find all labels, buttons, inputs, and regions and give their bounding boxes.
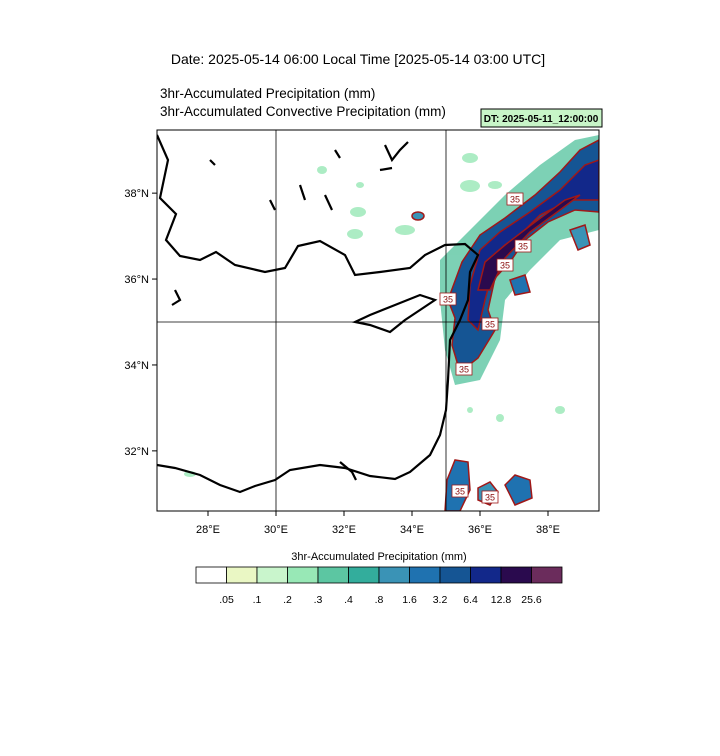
contour-label: 35 <box>518 242 528 252</box>
contour-label-box <box>481 317 499 331</box>
y-tick-label: 34°N <box>124 360 149 372</box>
colorbar-label: .4 <box>344 594 353 606</box>
colorbar-label: .2 <box>283 594 292 606</box>
colorbar-box <box>195 566 227 584</box>
colorbar-title: 3hr-Accumulated Precipitation (mm) <box>291 551 466 563</box>
stamp: DT: 2025-05-11_12:00:00 <box>484 114 599 125</box>
contour-label: 35 <box>510 195 520 205</box>
colorbar-box <box>256 566 288 584</box>
contour-label: 35 <box>485 320 495 330</box>
colorbar-label: 3.2 <box>433 594 448 606</box>
contour-label-box <box>514 239 532 253</box>
y-tick-label: 32°N <box>124 446 149 458</box>
map-frame <box>156 129 600 512</box>
contour-label-box <box>439 292 457 306</box>
colorbar-box <box>439 566 471 584</box>
colorbar-box <box>226 566 258 584</box>
colorbar-box <box>287 566 319 584</box>
contour-label: 35 <box>443 295 453 305</box>
title: Date: 2025-05-14 06:00 Local Time [2025-… <box>171 51 545 67</box>
colorbar-label: 1.6 <box>402 594 417 606</box>
subtitle: 3hr-Accumulated Convective Precipitation… <box>160 104 446 119</box>
colorbar-label: .1 <box>253 594 262 606</box>
colorbar-box <box>378 566 410 584</box>
colorbar-label: 12.8 <box>491 594 512 606</box>
y-tick-label: 38°N <box>124 188 149 200</box>
contour-label: 35 <box>485 493 495 503</box>
contour-label-box <box>455 362 473 376</box>
x-tick-label: 38°E <box>536 524 560 536</box>
x-tick-label: 30°E <box>264 524 288 536</box>
colorbar-box <box>531 566 563 584</box>
x-tick-label: 28°E <box>196 524 220 536</box>
contour-label-box <box>451 484 469 498</box>
stamp-box <box>480 108 603 128</box>
colorbar-label: .8 <box>375 594 384 606</box>
map-area <box>157 134 599 511</box>
colorbar-box <box>348 566 380 584</box>
contour-label-box <box>506 192 524 206</box>
colorbar-label: 25.6 <box>521 594 542 606</box>
contour-label-box <box>481 490 499 504</box>
contour-label: 35 <box>455 487 465 497</box>
x-tick-label: 34°E <box>400 524 424 536</box>
colorbar-label: 6.4 <box>463 594 478 606</box>
colorbar-label: .3 <box>314 594 323 606</box>
colorbar-box <box>317 566 349 584</box>
colorbar-label: .05 <box>219 594 234 606</box>
contour-label: 35 <box>500 261 510 271</box>
x-tick-label: 36°E <box>468 524 492 536</box>
y-tick-label: 36°N <box>124 274 149 286</box>
subtitle: 3hr-Accumulated Precipitation (mm) <box>160 86 375 101</box>
colorbar-box <box>470 566 502 584</box>
coastline <box>157 134 480 494</box>
contour-label-box <box>496 258 514 272</box>
x-tick-label: 32°E <box>332 524 356 536</box>
contour-label: 35 <box>459 365 469 375</box>
colorbar-box <box>500 566 532 584</box>
colorbar-box <box>409 566 441 584</box>
